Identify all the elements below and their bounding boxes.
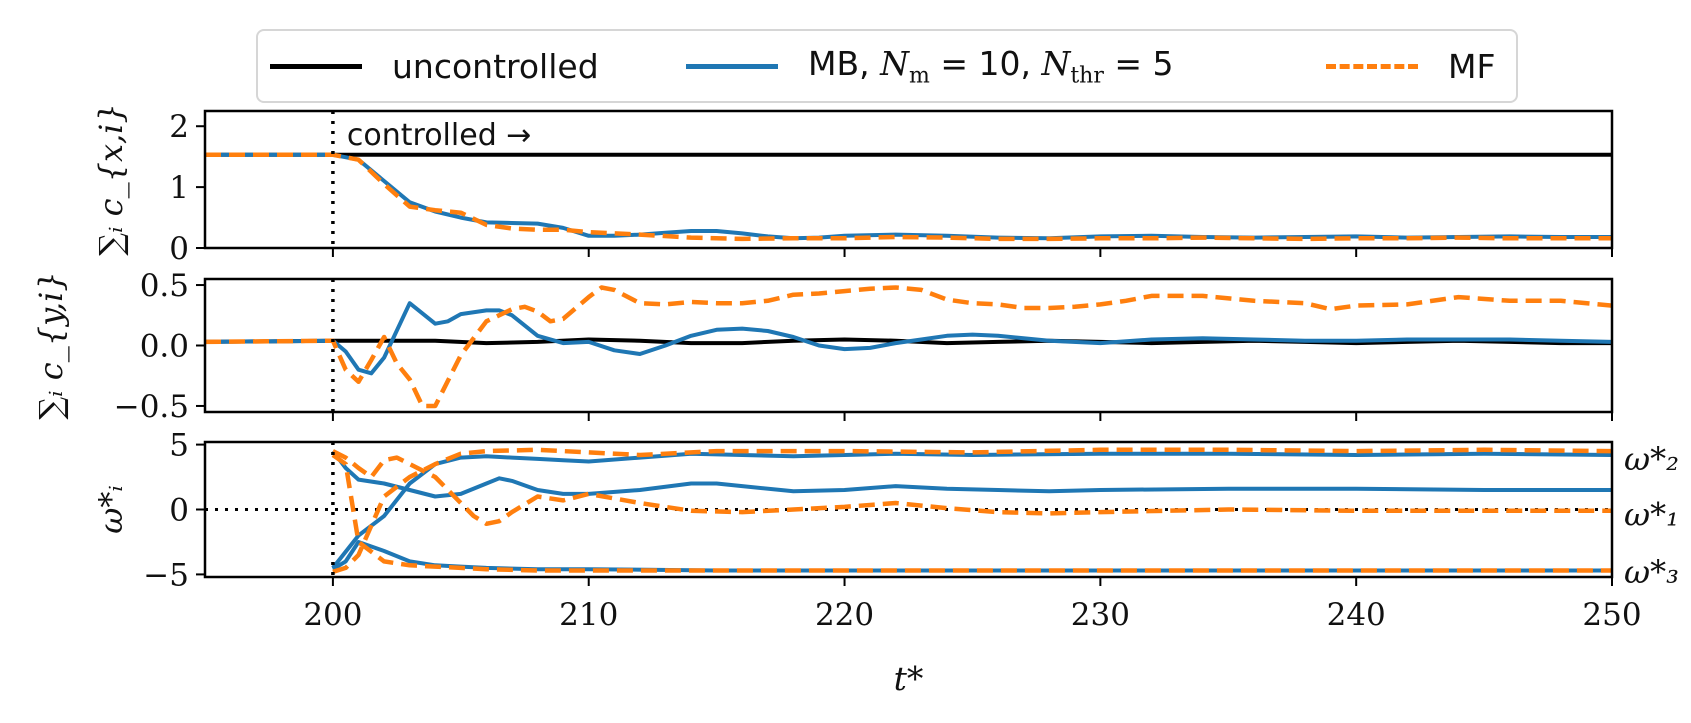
- axes-frame-top: [203, 109, 1614, 250]
- right-label-omega-2: ω*₁: [1624, 496, 1679, 534]
- ylabel-top: ∑ᵢ c_{x,i}: [92, 103, 130, 256]
- xlabel: t*: [894, 659, 924, 698]
- ytick-label-bottom: 0: [169, 493, 189, 529]
- ytick-label-bottom: 5: [169, 428, 189, 464]
- legend-label-uncontrolled: uncontrolled: [392, 46, 599, 86]
- ylabel-middle: ∑ᵢ c_{y,i}: [32, 271, 70, 419]
- legend-swatch-mb: [686, 63, 778, 69]
- series-mb-top: [205, 152, 1612, 241]
- legend-label-mf: MF: [1448, 46, 1496, 86]
- xtick-label: 250: [1582, 597, 1641, 633]
- legend-label-mb: MB, Nm = 10, Nthr = 5: [808, 44, 1174, 89]
- xtick-label: 200: [303, 597, 362, 633]
- ytick-label-middle: 0.5: [140, 268, 189, 304]
- legend-label-mb-n2: N: [1041, 43, 1071, 83]
- legend-label-mb-nthr-eq: = 5: [1103, 43, 1174, 83]
- legend-item-mf: MF: [1326, 31, 1495, 101]
- series-mf-1-bottom: [331, 449, 1612, 527]
- series-mb-3-bottom: [331, 540, 1612, 573]
- series-mf-middle: [205, 285, 1612, 409]
- right-label-omega-3: ω*₃: [1624, 553, 1679, 591]
- series-mb-1-bottom: [331, 449, 1612, 499]
- series-mf-2-bottom: [332, 447, 1612, 574]
- xtick-label: 220: [815, 597, 874, 633]
- legend-label-mb-nthr-sub: thr: [1070, 63, 1104, 89]
- ytick-label-middle: 0.0: [140, 329, 189, 365]
- right-label-omega-1: ω*₂: [1624, 440, 1679, 478]
- ytick-label-bottom: −5: [143, 557, 189, 593]
- legend: uncontrolled MB, Nm = 10, Nthr = 5 MF: [256, 29, 1518, 103]
- legend-label-mb-nm-sub: m: [908, 63, 930, 89]
- legend-label-mb-nm-eq: = 10,: [929, 43, 1042, 83]
- series-mf-top: [205, 152, 1612, 242]
- legend-item-uncontrolled: uncontrolled: [270, 31, 599, 101]
- legend-label-mb-prefix: MB,: [808, 43, 881, 83]
- xtick-label: 240: [1327, 597, 1386, 633]
- xtick-label: 210: [559, 597, 618, 633]
- ytick-label-top: 0: [169, 231, 189, 267]
- legend-swatch-mf: [1326, 63, 1418, 69]
- series-mb-middle: [205, 301, 1612, 376]
- ytick-label-top: 2: [169, 109, 189, 145]
- ytick-label-middle: −0.5: [114, 389, 189, 425]
- legend-item-mb: MB, Nm = 10, Nthr = 5: [686, 31, 1174, 101]
- legend-swatch-uncontrolled: [270, 63, 362, 69]
- legend-label-mb-n1: N: [880, 43, 909, 83]
- xtick-label: 230: [1071, 597, 1130, 633]
- ytick-label-top: 1: [169, 170, 189, 206]
- annotation-controlled: controlled →: [347, 118, 531, 153]
- series-uncontrolled-middle: [205, 337, 1612, 346]
- series-mf-3-bottom: [331, 453, 1612, 573]
- ylabel-bottom: ω*ᵢ: [92, 485, 130, 534]
